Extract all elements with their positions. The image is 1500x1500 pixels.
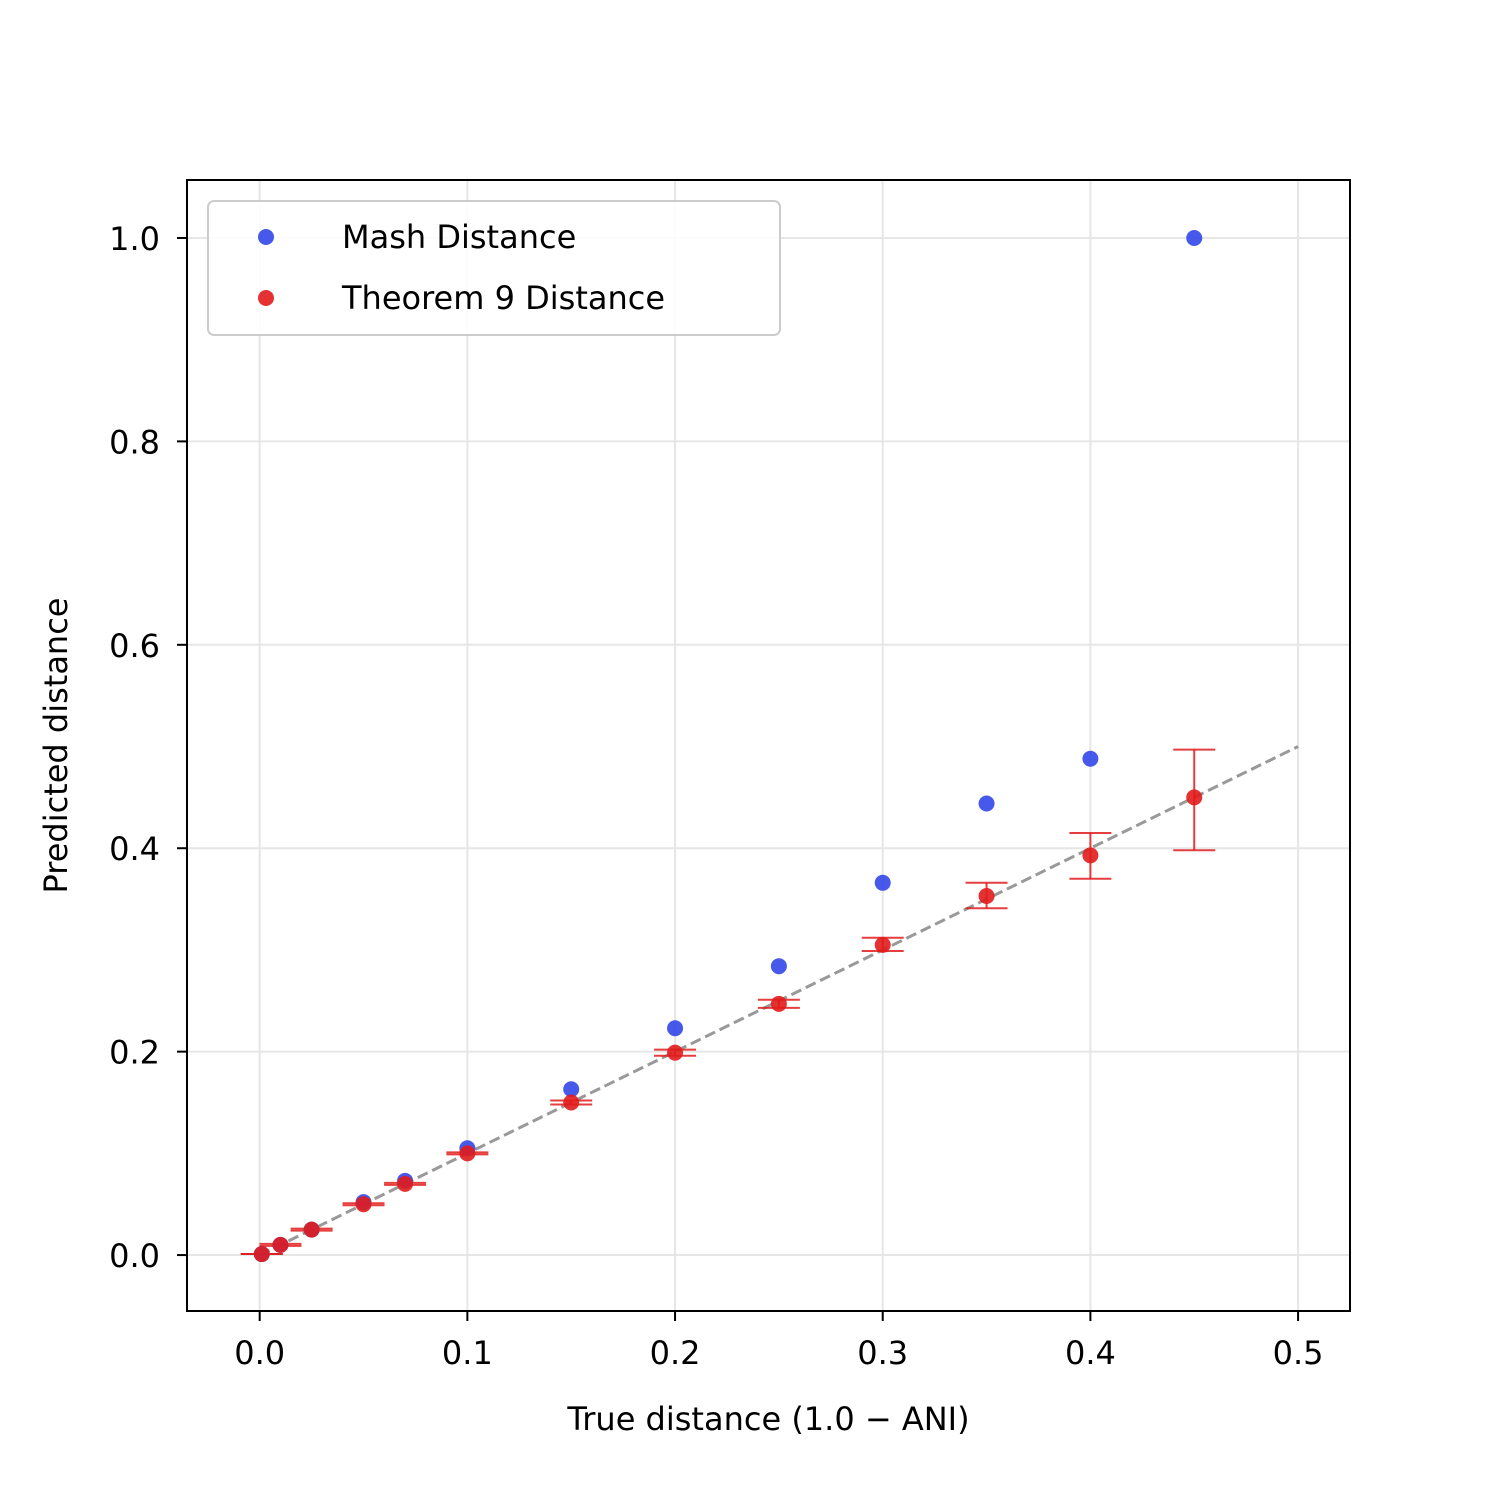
point-theorem9-0 (253, 1246, 270, 1263)
x-tick-label-1: 0.1 (442, 1334, 493, 1372)
y-axis-label: Predicted distance (37, 598, 75, 894)
x-tick-label-4: 0.4 (1065, 1334, 1116, 1372)
y-axis-ticks: 0.0 0.2 0.4 0.6 0.8 1.0 (109, 220, 187, 1275)
grid (187, 180, 1350, 1311)
y-tick-label-5: 1.0 (109, 220, 160, 258)
x-tick-label-0: 0.0 (234, 1334, 285, 1372)
y-tick-label-3: 0.6 (109, 627, 160, 665)
point-mash-6 (563, 1081, 580, 1098)
legend-label-mash: Mash Distance (342, 218, 576, 256)
point-theorem9-2 (303, 1221, 320, 1238)
point-theorem9-6 (563, 1094, 580, 1111)
legend-marker-theorem9 (258, 290, 274, 306)
legend: Mash Distance Theorem 9 Distance (207, 200, 781, 336)
x-tick-label-3: 0.3 (857, 1334, 908, 1372)
point-mash-11 (1082, 750, 1099, 767)
point-theorem9-11 (1082, 847, 1099, 864)
x-tick-label-5: 0.5 (1273, 1334, 1324, 1372)
point-mash-12 (1186, 229, 1203, 246)
point-theorem9-8 (770, 995, 787, 1012)
point-theorem9-12 (1186, 789, 1203, 806)
data-points (253, 229, 1203, 1263)
point-theorem9-5 (459, 1145, 476, 1162)
point-mash-8 (770, 958, 787, 975)
x-axis-ticks: 0.0 0.1 0.2 0.3 0.4 0.5 (234, 1311, 1324, 1372)
point-theorem9-3 (355, 1196, 372, 1213)
y-tick-label-4: 0.8 (109, 423, 160, 461)
point-mash-10 (978, 795, 995, 812)
point-mash-7 (667, 1020, 684, 1037)
point-theorem9-10 (978, 888, 995, 905)
legend-label-theorem9: Theorem 9 Distance (341, 279, 665, 317)
point-theorem9-9 (874, 936, 891, 953)
x-tick-label-2: 0.2 (650, 1334, 701, 1372)
y-tick-label-0: 0.0 (109, 1237, 160, 1275)
point-theorem9-1 (272, 1236, 289, 1253)
point-theorem9-7 (667, 1044, 684, 1061)
point-theorem9-4 (397, 1175, 414, 1192)
legend-marker-mash (258, 229, 274, 245)
y-tick-label-1: 0.2 (109, 1034, 160, 1072)
legend-box (207, 200, 781, 336)
x-axis-label: True distance (1.0 − ANI) (566, 1400, 969, 1438)
y-tick-label-2: 0.4 (109, 830, 160, 868)
point-mash-9 (874, 874, 891, 891)
plot-frame (186, 179, 1351, 1312)
